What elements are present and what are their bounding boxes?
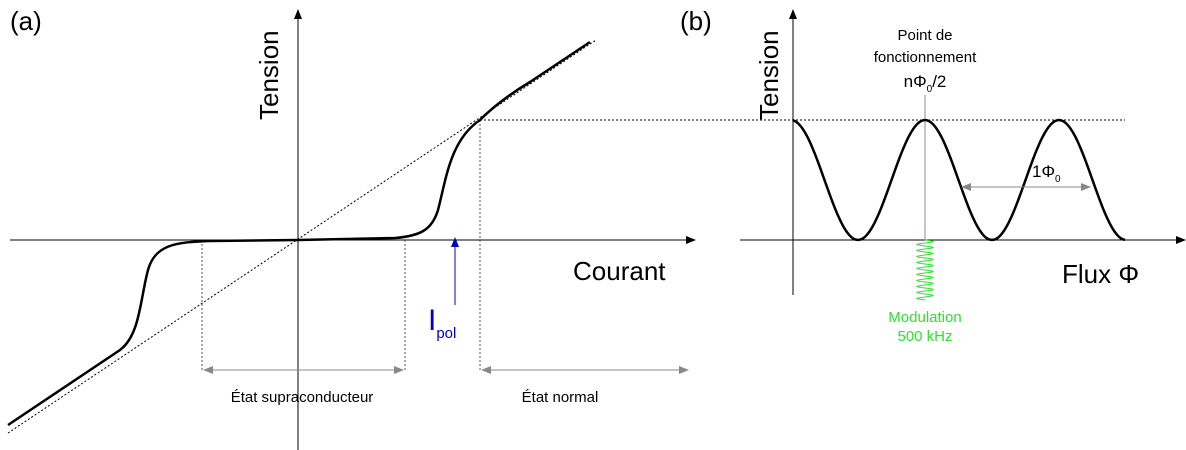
panel-a: (a) Tension Courant Ipol État supracondu…: [7, 6, 1125, 450]
annotation: nΦ0/2: [904, 72, 947, 95]
bias-label: Ipol: [428, 304, 456, 342]
annotation: fonctionnement: [874, 49, 977, 66]
ohmic-line: [7, 39, 597, 434]
panel-label: (b): [680, 6, 712, 36]
iv-curve: [7, 40, 591, 427]
axis-label: Tension: [254, 30, 284, 120]
modulation-signal: [915, 239, 935, 301]
region-label: État supraconducteur: [231, 389, 374, 406]
flux-curve: [792, 118, 1126, 242]
panel-label: (a): [10, 6, 42, 36]
modulation-label: Modulation: [888, 309, 961, 326]
annotation: Point de: [897, 27, 952, 44]
panel-b: (b) Tension Flux Φ Point de fonctionneme…: [680, 6, 1186, 345]
axis-label: Tension: [754, 30, 784, 120]
axis-label: Flux Φ: [1062, 259, 1139, 289]
axis-label: Courant: [573, 256, 666, 286]
region-label: État normal: [522, 389, 599, 406]
modulation-label: 500 kHz: [897, 328, 952, 345]
period-label: 1Φ0: [1032, 162, 1061, 185]
